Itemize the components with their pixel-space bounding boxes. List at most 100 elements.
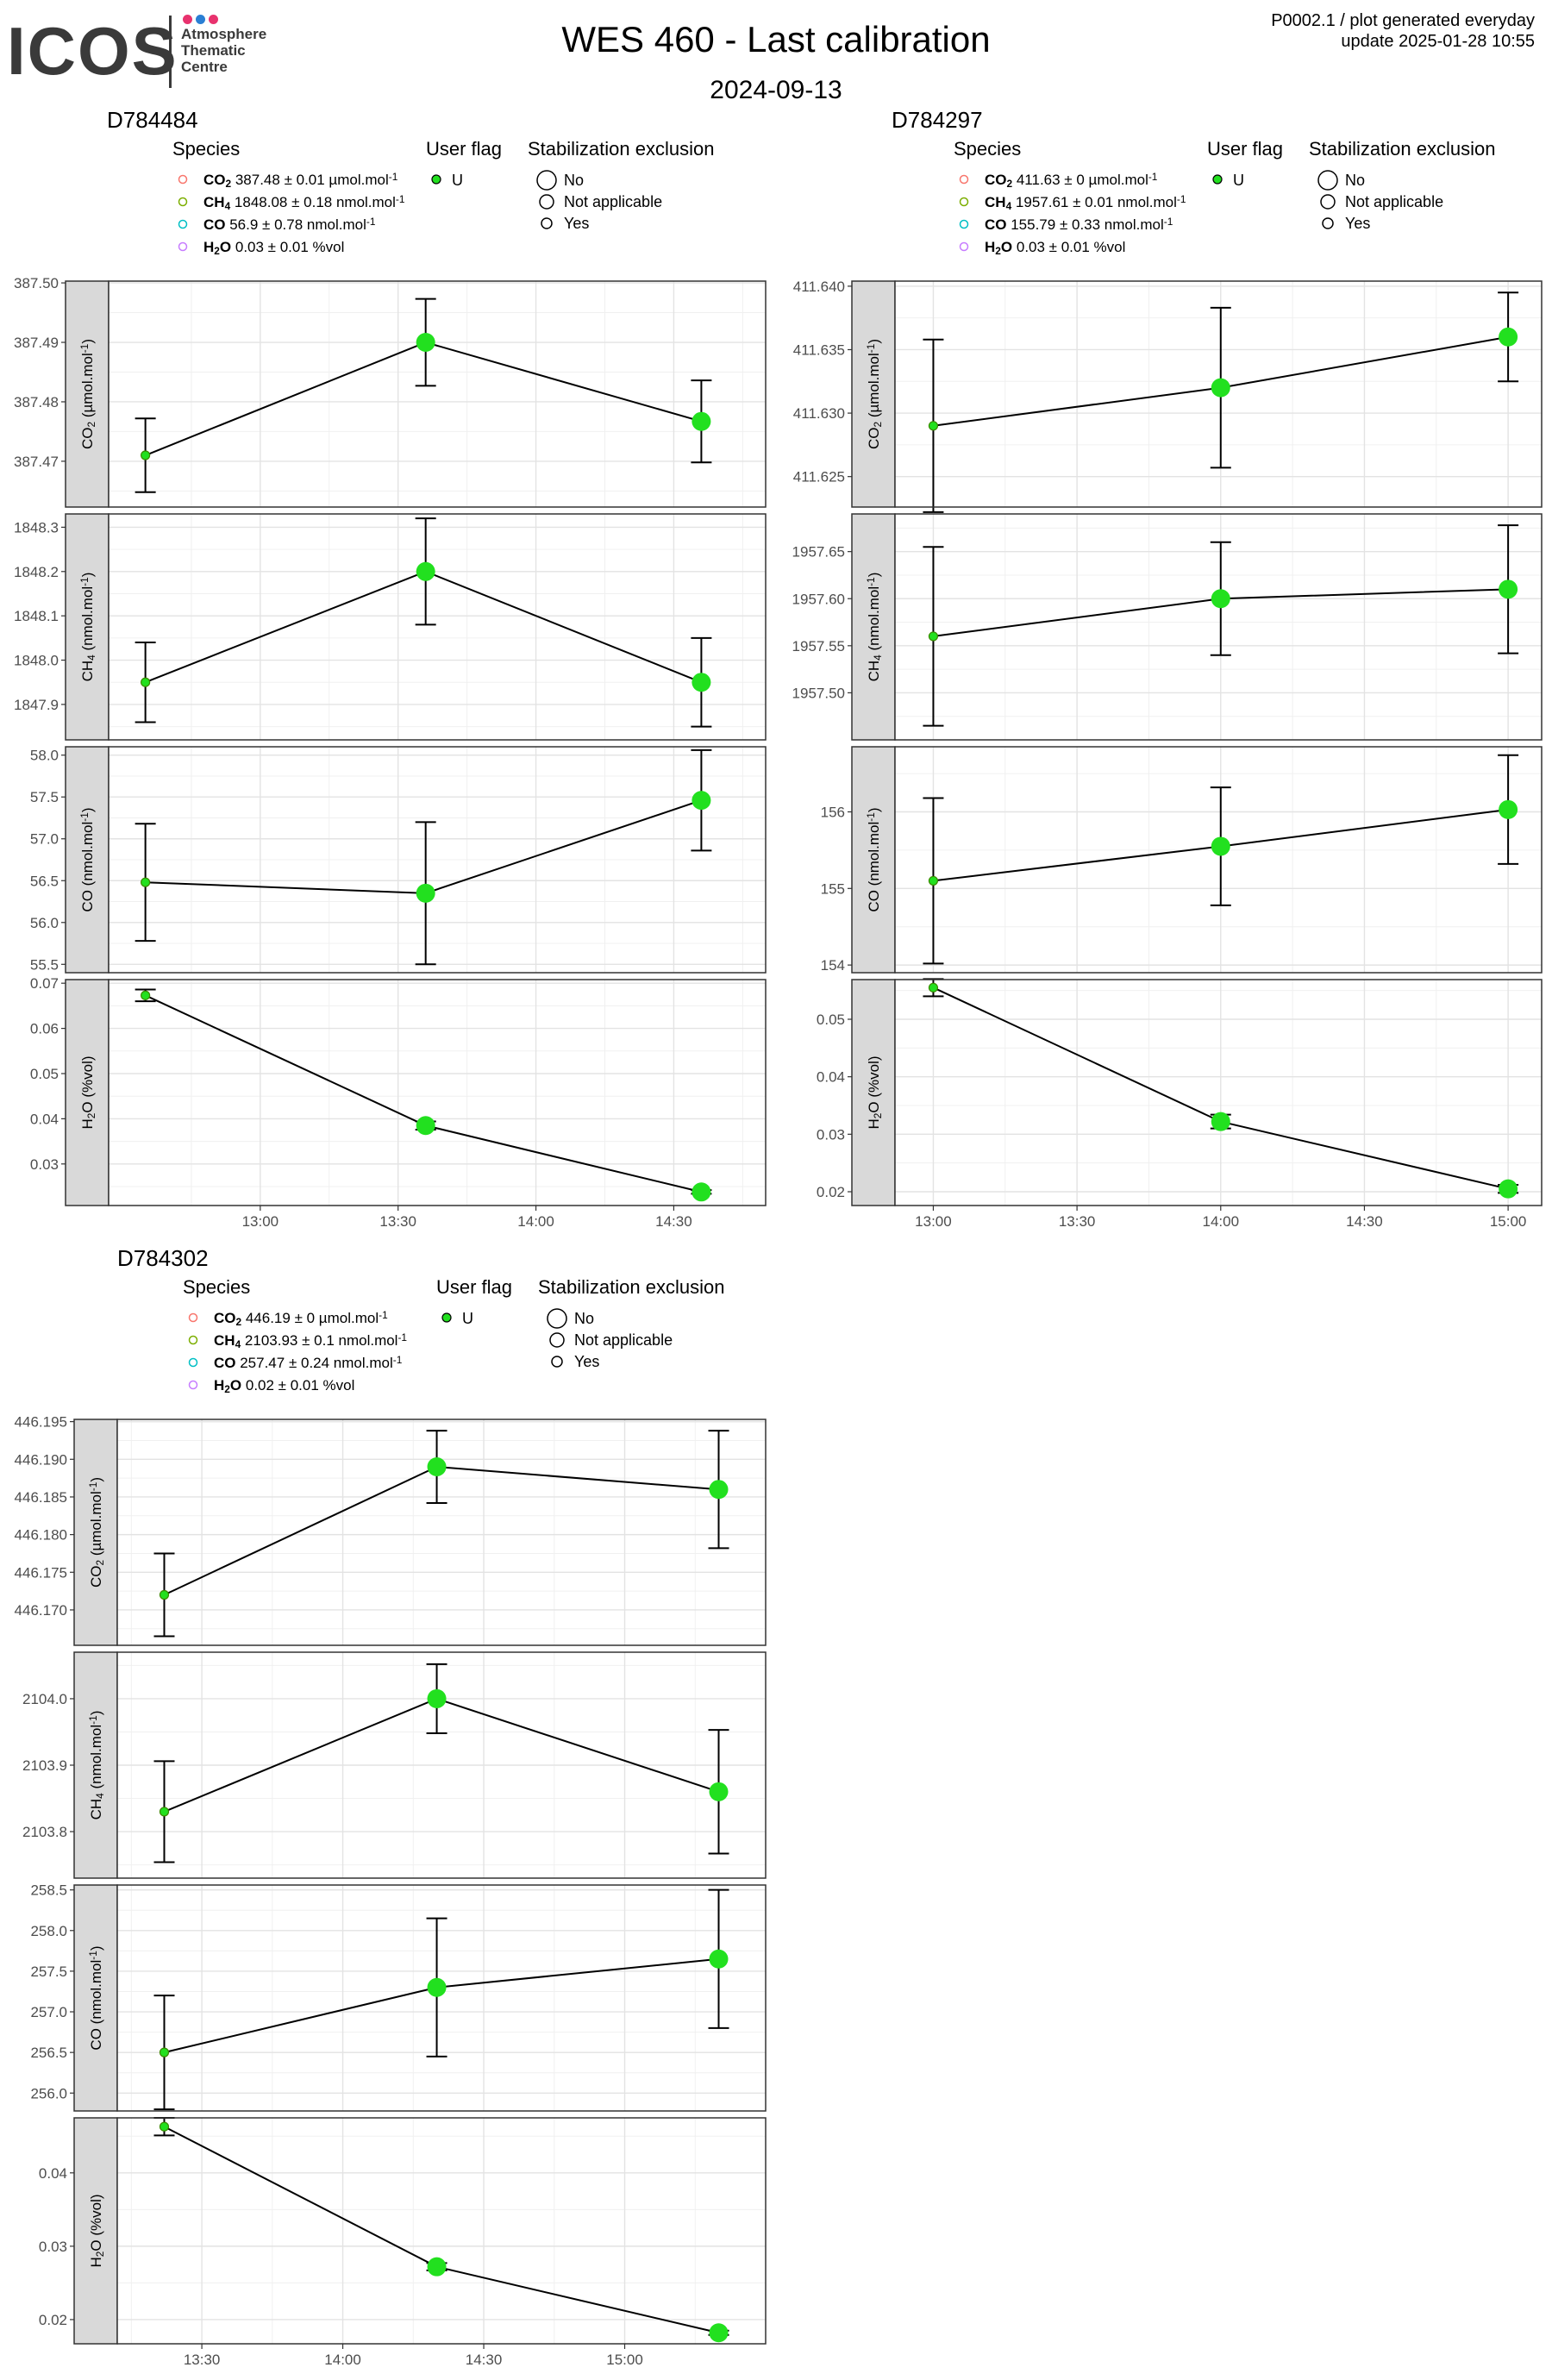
- panel-CO: CO (nmol.mol-1) 154 155 156: [821, 746, 1543, 974]
- data-point: [141, 877, 151, 887]
- data-point: [159, 1589, 170, 1600]
- y-tick-label: 446.195: [15, 1414, 67, 1431]
- legend-species-entry: H2O 0.03 ± 0.01 %vol: [203, 239, 344, 257]
- logo-divider: [169, 16, 172, 88]
- facet-strip-label: H2O (%vol): [88, 2194, 106, 2267]
- text-part: -1: [379, 1309, 388, 1321]
- y-tick-label: 155: [821, 880, 845, 897]
- legend-species-entry: CO 155.79 ± 0.33 nmol.mol-1: [985, 216, 1173, 233]
- text-part: 387.48 ± 0.01 µmol.mol: [231, 172, 389, 188]
- data-point: [141, 450, 151, 460]
- data-point: [928, 875, 939, 886]
- text-part: -1: [1177, 193, 1186, 205]
- plot-background: [117, 2118, 766, 2344]
- text-part: -1: [865, 343, 877, 353]
- text-part: (nmol.mol: [79, 822, 96, 890]
- text-part: (nmol.mol: [866, 822, 882, 890]
- y-tick-label: 257.0: [30, 2004, 67, 2020]
- text-part: ): [88, 1711, 104, 1716]
- text-part: O: [79, 1101, 96, 1112]
- y-tick-label: 446.190: [15, 1451, 67, 1468]
- facet-strip-label: CH4 (nmol.mol-1): [87, 1711, 106, 1820]
- panel-border: [108, 513, 767, 741]
- facet-strip-label: CH4 (nmol.mol-1): [78, 573, 97, 682]
- text-part: 2: [85, 1112, 97, 1118]
- text-part: CO: [79, 890, 96, 912]
- legend-stabilization-value: Not applicable: [1345, 193, 1443, 210]
- y-tick-label: 1848.0: [14, 653, 59, 669]
- panel-border: [116, 1651, 767, 1879]
- data-point: [928, 631, 939, 642]
- text-part: CO: [203, 216, 226, 233]
- text-part: CH: [88, 1799, 104, 1820]
- legend-title-stabilization: Stabilization exclusion: [528, 138, 714, 160]
- legend-key-circle: [188, 1380, 198, 1390]
- legend-species-entry: CH4 1957.61 ± 0.01 nmol.mol-1: [985, 193, 1186, 212]
- legend-user-flag-key: [441, 1312, 452, 1323]
- legend-stabilization-key: [1322, 217, 1334, 229]
- text-part: CO: [79, 428, 96, 450]
- text-part: 2: [1007, 178, 1013, 190]
- y-tick-label: 411.625: [793, 469, 845, 485]
- y-tick-label: 0.02: [817, 1184, 845, 1200]
- text-part: CH: [203, 194, 225, 210]
- legend-stabilization-value: No: [1345, 172, 1365, 189]
- logo-subtitle: Atmosphere Thematic Centre: [181, 26, 266, 75]
- facet-strip-label: CO (nmol.mol-1): [865, 807, 882, 911]
- legend-key-circle: [959, 219, 969, 229]
- legend-species-entry: H2O 0.03 ± 0.01 %vol: [985, 239, 1125, 257]
- text-part: 4: [872, 654, 884, 661]
- data-point: [928, 982, 939, 993]
- text-part: 56.9 ± 0.78 nmol.mol: [226, 216, 366, 233]
- data-point: [1499, 799, 1518, 819]
- generation-info-line: P0002.1 / plot generated everyday: [1271, 11, 1535, 30]
- x-tick-label: 13:00: [242, 1213, 279, 1230]
- y-tick-label: 0.03: [39, 2239, 67, 2255]
- text-part: CO: [88, 1566, 104, 1588]
- y-tick-label: 0.03: [30, 1156, 59, 1173]
- panel-border: [116, 1419, 767, 1646]
- y-tick-label: 0.07: [30, 975, 59, 992]
- generation-info-line: update 2025-01-28 10:55: [1341, 32, 1535, 51]
- logo-subtitle-line: Thematic: [181, 42, 246, 59]
- text-part: (%vol: [79, 1061, 96, 1101]
- text-part: 4: [94, 1793, 106, 1799]
- text-part: -1: [1164, 216, 1173, 228]
- data-point: [427, 1457, 447, 1477]
- y-tick-label: 411.630: [793, 405, 845, 422]
- y-tick-label: 0.03: [817, 1126, 845, 1143]
- data-point: [416, 333, 435, 353]
- legend-key-circle: [959, 241, 969, 252]
- text-part: CH: [985, 194, 1006, 210]
- y-tick-label: 58.0: [30, 748, 59, 764]
- y-tick-label: 156: [821, 804, 845, 820]
- text-part: H: [866, 1118, 882, 1129]
- legend-title-user-flag: User flag: [426, 138, 502, 160]
- legend-species-entry: CO2 387.48 ± 0.01 µmol.mol-1: [203, 171, 398, 190]
- y-tick-label: 387.50: [14, 275, 59, 291]
- panel-border: [108, 979, 767, 1206]
- text-part: ): [88, 2194, 104, 2199]
- y-tick-label: 256.0: [30, 2085, 67, 2101]
- y-tick-label: 2103.9: [22, 1757, 67, 1774]
- legend-key-circle: [188, 1335, 198, 1345]
- y-tick-label: 0.04: [30, 1111, 59, 1127]
- text-part: (nmol.mol: [866, 586, 882, 654]
- text-part: -1: [87, 1951, 99, 1960]
- text-part: 155.79 ± 0.33 nmol.mol: [1007, 216, 1164, 233]
- legend-species-entry: CO2 446.19 ± 0 µmol.mol-1: [214, 1309, 388, 1328]
- text-part: 4: [235, 1338, 241, 1350]
- text-part: -1: [397, 1331, 407, 1343]
- text-part: ): [79, 807, 96, 812]
- text-part: O: [220, 239, 231, 255]
- x-tick-label: 13:30: [379, 1213, 416, 1230]
- y-tick-label: 446.180: [15, 1527, 67, 1544]
- text-part: 2: [224, 1383, 230, 1395]
- facet-strip-label: H2O (%vol): [866, 1055, 884, 1129]
- plot-background: [117, 1419, 766, 1645]
- facet-strip: [65, 746, 110, 974]
